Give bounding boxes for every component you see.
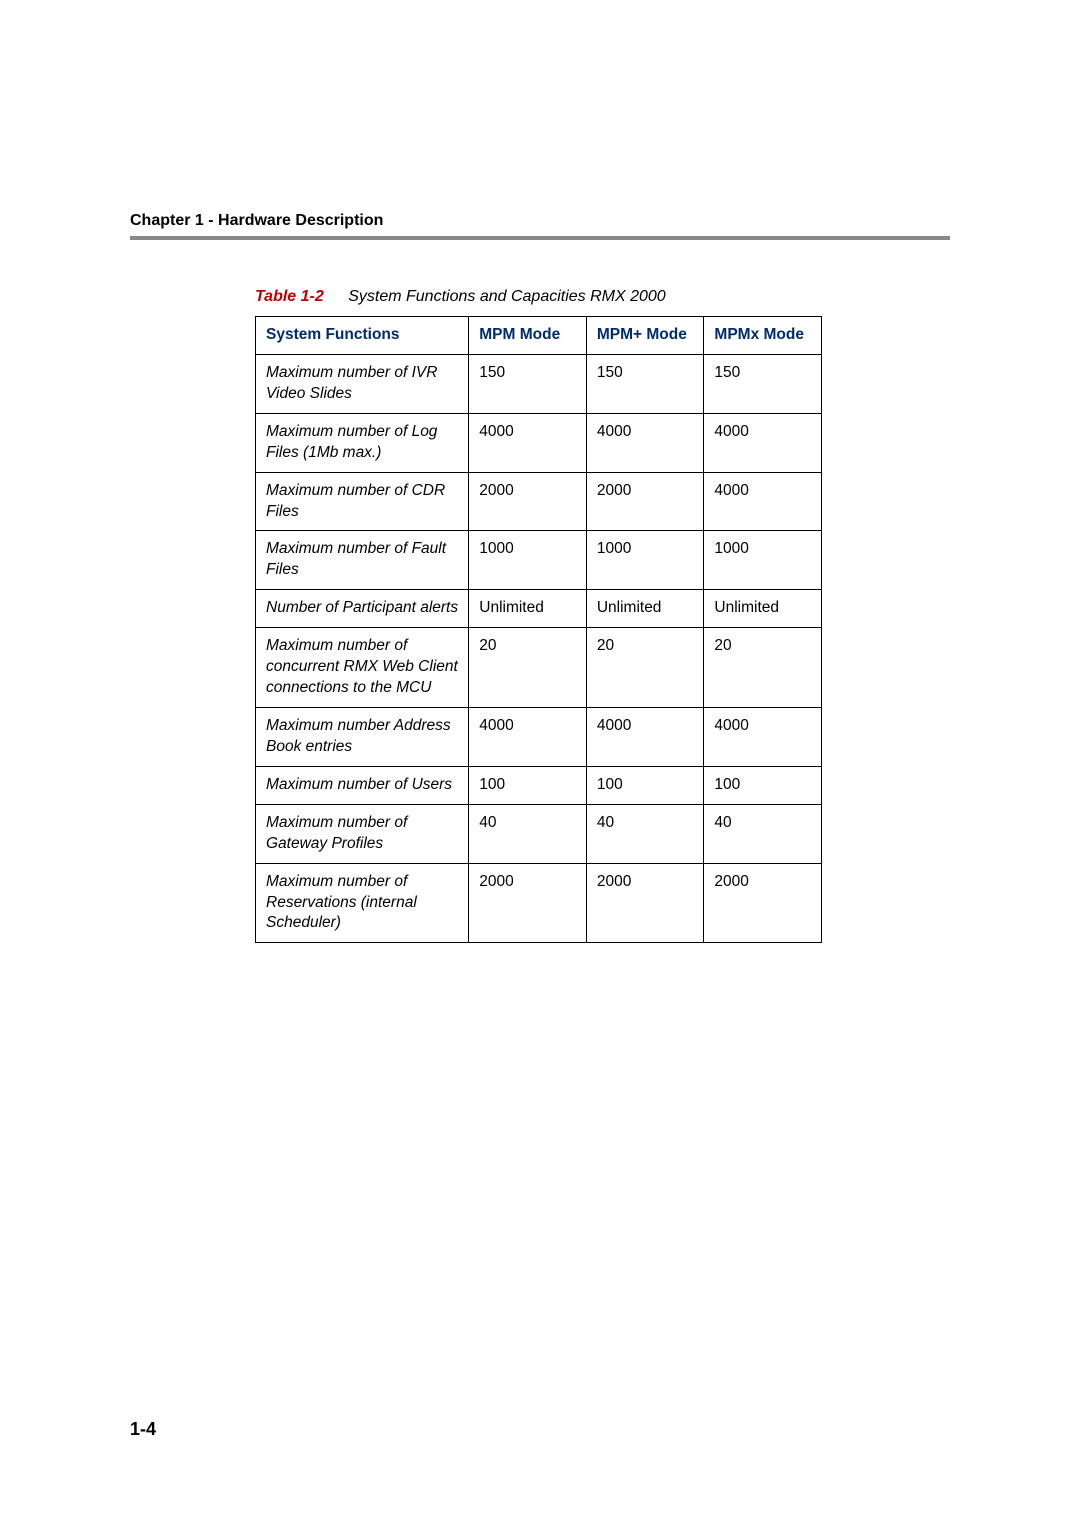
cell-function: Maximum number of Users [256, 766, 469, 804]
cell-mpmx: 150 [704, 354, 822, 413]
cell-function: Maximum number of Reservations (internal… [256, 863, 469, 943]
cell-mpm-plus: 150 [586, 354, 704, 413]
cell-function: Maximum number of Fault Files [256, 531, 469, 590]
cell-function: Maximum number Address Book entries [256, 707, 469, 766]
cell-mpm: 20 [469, 628, 587, 708]
chapter-header: Chapter 1 - Hardware Description [130, 212, 950, 230]
cell-mpm-plus: 100 [586, 766, 704, 804]
cell-mpmx: 20 [704, 628, 822, 708]
cell-function: Maximum number of CDR Files [256, 472, 469, 531]
col-header-mpm-plus: MPM+ Mode [586, 317, 704, 355]
caption-label: Table 1-2 [255, 288, 324, 305]
cell-function: Maximum number of concurrent RMX Web Cli… [256, 628, 469, 708]
table-row: Maximum number of Users 100 100 100 [256, 766, 822, 804]
cell-mpm: 1000 [469, 531, 587, 590]
caption-title: System Functions and Capacities RMX 2000 [348, 288, 665, 305]
page-number: 1-4 [130, 1419, 156, 1440]
cell-mpmx: 4000 [704, 472, 822, 531]
col-header-mpmx: MPMx Mode [704, 317, 822, 355]
cell-mpm: 100 [469, 766, 587, 804]
cell-mpm-plus: 2000 [586, 863, 704, 943]
cell-mpmx: Unlimited [704, 590, 822, 628]
header-divider [130, 236, 950, 240]
cell-mpm-plus: Unlimited [586, 590, 704, 628]
table-row: Maximum number of Gateway Profiles 40 40… [256, 804, 822, 863]
cell-mpmx: 4000 [704, 707, 822, 766]
cell-function: Maximum number of IVR Video Slides [256, 354, 469, 413]
table-row: Maximum number of Reservations (internal… [256, 863, 822, 943]
cell-function: Maximum number of Log Files (1Mb max.) [256, 413, 469, 472]
table-row: Maximum number Address Book entries 4000… [256, 707, 822, 766]
col-header-functions: System Functions [256, 317, 469, 355]
cell-mpm: 2000 [469, 472, 587, 531]
table-caption: Table 1-2 System Functions and Capacitie… [255, 288, 950, 306]
cell-mpm-plus: 20 [586, 628, 704, 708]
cell-mpmx: 40 [704, 804, 822, 863]
table-row: Maximum number of CDR Files 2000 2000 40… [256, 472, 822, 531]
table-row: Number of Participant alerts Unlimited U… [256, 590, 822, 628]
col-header-mpm: MPM Mode [469, 317, 587, 355]
table-row: Maximum number of concurrent RMX Web Cli… [256, 628, 822, 708]
cell-function: Maximum number of Gateway Profiles [256, 804, 469, 863]
cell-mpmx: 100 [704, 766, 822, 804]
cell-mpm: Unlimited [469, 590, 587, 628]
cell-mpm-plus: 40 [586, 804, 704, 863]
cell-mpm: 150 [469, 354, 587, 413]
cell-mpm-plus: 4000 [586, 707, 704, 766]
cell-mpm: 2000 [469, 863, 587, 943]
cell-mpm: 40 [469, 804, 587, 863]
cell-mpm-plus: 2000 [586, 472, 704, 531]
cell-mpmx: 4000 [704, 413, 822, 472]
capacities-table: System Functions MPM Mode MPM+ Mode MPMx… [255, 316, 822, 943]
cell-mpmx: 2000 [704, 863, 822, 943]
table-row: Maximum number of IVR Video Slides 150 1… [256, 354, 822, 413]
table-section: Table 1-2 System Functions and Capacitie… [255, 288, 950, 943]
table-row: Maximum number of Log Files (1Mb max.) 4… [256, 413, 822, 472]
table-row: Maximum number of Fault Files 1000 1000 … [256, 531, 822, 590]
cell-mpm-plus: 1000 [586, 531, 704, 590]
cell-function: Number of Participant alerts [256, 590, 469, 628]
cell-mpm: 4000 [469, 707, 587, 766]
cell-mpm: 4000 [469, 413, 587, 472]
table-header-row: System Functions MPM Mode MPM+ Mode MPMx… [256, 317, 822, 355]
cell-mpm-plus: 4000 [586, 413, 704, 472]
cell-mpmx: 1000 [704, 531, 822, 590]
document-page: Chapter 1 - Hardware Description Table 1… [0, 0, 1080, 1527]
